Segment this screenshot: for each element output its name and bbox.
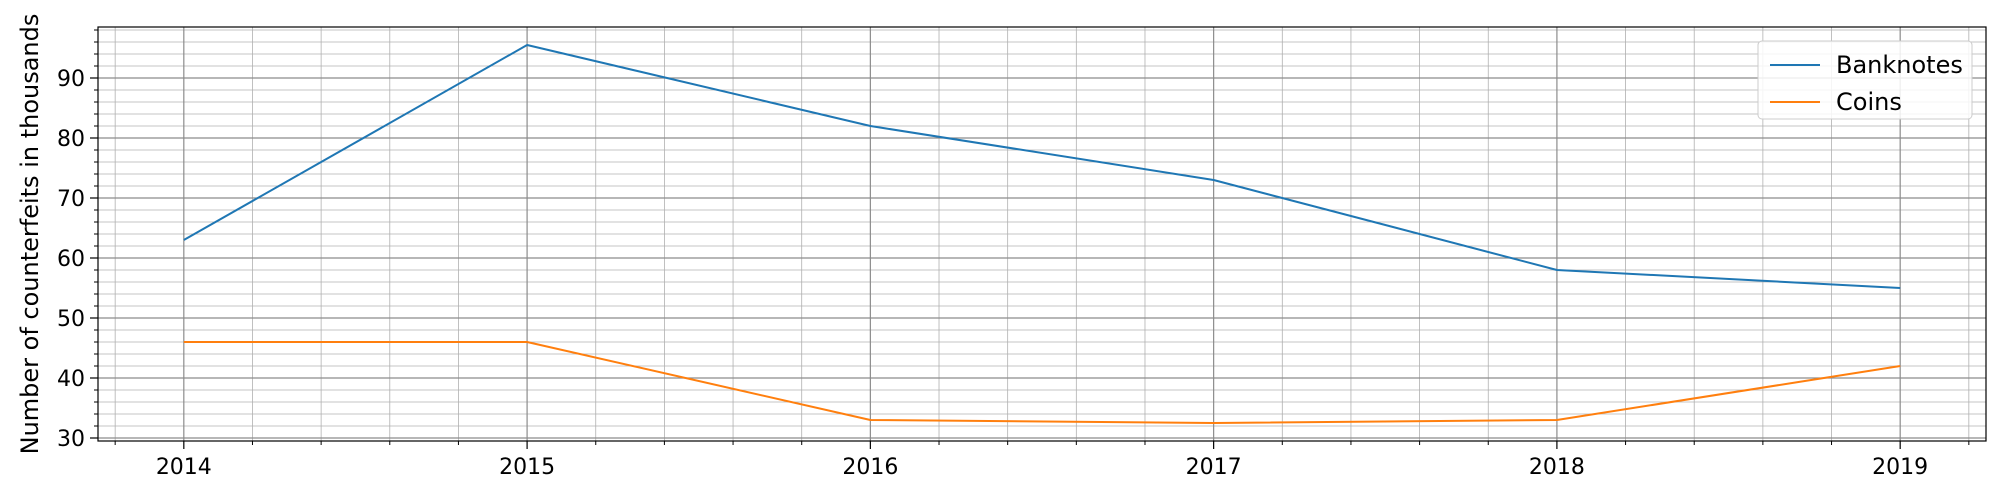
x-tick-label: 2019 <box>1872 455 1928 480</box>
minor-grid <box>98 27 1986 441</box>
series-line-banknotes <box>183 44 1901 289</box>
x-tick-label: 2017 <box>1186 455 1242 480</box>
y-tick-label: 50 <box>57 307 85 332</box>
y-tick-label: 40 <box>57 367 85 392</box>
y-tick-label: 90 <box>57 67 85 92</box>
x-tick-label: 2014 <box>156 455 212 480</box>
x-tick-label: 2016 <box>842 455 898 480</box>
x-tick-label: 2015 <box>499 455 555 480</box>
series-line-coins <box>183 341 1901 424</box>
legend-label: Coins <box>1836 88 1902 116</box>
y-tick-label: 60 <box>57 247 85 272</box>
y-axis-title: Number of counterfeits in thousands <box>16 14 44 455</box>
y-tick-label: 80 <box>57 127 85 152</box>
y-tick-label: 70 <box>57 187 85 212</box>
axis-ticks <box>90 29 1970 449</box>
legend-box <box>1757 40 1973 120</box>
series-layer <box>183 44 1901 424</box>
major-grid <box>98 27 1986 441</box>
tick-labels: 30 40 50 60 70 80 90 2014 2015 2016 2017 2018 2019 <box>57 67 1928 480</box>
y-tick-label: 30 <box>57 427 85 452</box>
legend-label: Banknotes <box>1836 51 1963 79</box>
x-tick-label: 2018 <box>1529 455 1585 480</box>
legend: Banknotes Coins <box>1757 40 1973 120</box>
